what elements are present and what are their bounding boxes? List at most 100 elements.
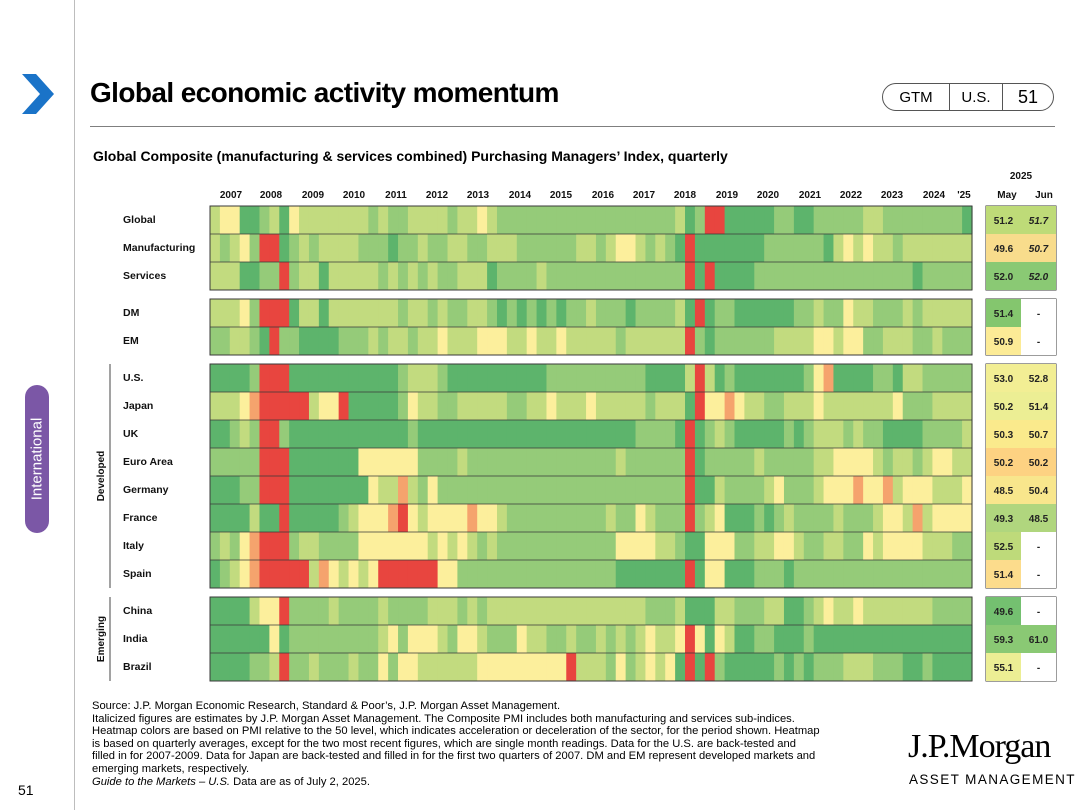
heatmap-cell (477, 262, 488, 290)
heatmap-cell (536, 625, 548, 653)
heatmap-cell (675, 392, 686, 420)
latest-may-value: 55.1 (994, 663, 1014, 674)
heatmap-cell (467, 206, 478, 234)
latest-may-value: 50.9 (994, 337, 1014, 348)
heatmap-cell (576, 448, 587, 476)
heatmap-cell (368, 262, 379, 290)
heatmap-cell (477, 392, 488, 420)
heatmap-cell (615, 327, 627, 355)
heatmap-cell (318, 420, 330, 448)
heatmap-cell (724, 597, 736, 625)
heatmap-cell (427, 504, 439, 532)
heatmap-cell (506, 299, 518, 327)
heatmap-cell (685, 420, 696, 448)
heatmap-cell (863, 364, 874, 392)
heatmap-cell (556, 448, 567, 476)
heatmap-cell (734, 327, 745, 355)
heatmap-cell (635, 206, 647, 234)
heatmap-cell (675, 476, 686, 504)
heatmap-cell (665, 299, 676, 327)
heatmap-cell (496, 364, 508, 392)
heatmap-cell (496, 392, 508, 420)
heatmap-cell (308, 299, 320, 327)
heatmap-cell (576, 420, 587, 448)
heatmap-cell (358, 299, 369, 327)
heatmap-cell (477, 560, 488, 588)
heatmap-cell (496, 327, 508, 355)
heatmap-cell (724, 476, 736, 504)
heatmap-cell (892, 327, 904, 355)
row-label: China (123, 605, 152, 617)
heatmap-cell (853, 392, 864, 420)
heatmap-cell (210, 262, 221, 290)
heatmap-cell (902, 364, 914, 392)
heatmap-cell (546, 448, 557, 476)
latest-jun-value: - (1037, 337, 1040, 348)
heatmap-cell (318, 597, 330, 625)
heatmap-cell (516, 560, 528, 588)
heatmap-cell (318, 262, 330, 290)
heatmap-cell (477, 504, 488, 532)
heatmap-cell (249, 234, 261, 262)
footnotes: Source: J.P. Morgan Economic Research, S… (92, 700, 897, 788)
heatmap-cell (922, 597, 934, 625)
heatmap-cell (358, 532, 369, 560)
heatmap-cell (813, 234, 825, 262)
heatmap-cell (259, 560, 270, 588)
heatmap-cell (942, 392, 953, 420)
heatmap-cell (249, 364, 261, 392)
heatmap-cell (586, 504, 597, 532)
heatmap-cell (536, 262, 548, 290)
heatmap-cell (873, 364, 884, 392)
heatmap-cell (704, 420, 716, 448)
heatmap-cell (239, 392, 251, 420)
heatmap-cell (526, 560, 538, 588)
section-tab[interactable]: International (25, 385, 49, 533)
heatmap-cell (882, 476, 894, 504)
heatmap-cell (724, 299, 736, 327)
heatmap-cell (902, 262, 914, 290)
heatmap-cell (526, 504, 538, 532)
heatmap-cell (576, 206, 587, 234)
heatmap-cell (398, 448, 409, 476)
heatmap-cell (427, 625, 439, 653)
heatmap-cell (586, 392, 597, 420)
heatmap-cell (685, 625, 696, 653)
heatmap-cell (546, 327, 557, 355)
latest-may-value: 52.5 (994, 542, 1014, 553)
heatmap-cell (556, 234, 567, 262)
heatmap-cell (566, 448, 577, 476)
heatmap-cell (239, 262, 251, 290)
heatmap-cell (774, 625, 785, 653)
heatmap-cell (595, 653, 607, 681)
year-tick-label: 2022 (840, 190, 863, 201)
heatmap-cell (239, 234, 251, 262)
heatmap-cell (427, 299, 439, 327)
heatmap-cell (675, 625, 686, 653)
heatmap-cell (902, 597, 914, 625)
heatmap-cell (902, 206, 914, 234)
heatmap-cell (487, 206, 498, 234)
heatmap-cell (714, 625, 726, 653)
heatmap-cell (744, 392, 755, 420)
heatmap-cell (823, 476, 835, 504)
heatmap-cell (417, 262, 429, 290)
heatmap-cell (843, 299, 854, 327)
heatmap-cell (299, 299, 310, 327)
heatmap-cell (210, 206, 221, 234)
heatmap-cell (714, 597, 726, 625)
heatmap-cell (210, 420, 221, 448)
row-label: Global (123, 214, 156, 226)
year-tick-label: 2014 (509, 190, 532, 201)
heatmap-cell (210, 532, 221, 560)
heatmap-cell (516, 327, 528, 355)
heatmap-cell (734, 448, 745, 476)
heatmap-cell (615, 653, 627, 681)
heatmap-cell (912, 392, 924, 420)
heatmap-cell (437, 476, 449, 504)
heatmap-cell (299, 504, 310, 532)
heatmap-cell (249, 392, 261, 420)
heatmap-cell (457, 448, 468, 476)
heatmap-cell (546, 206, 557, 234)
heatmap-cell (308, 327, 320, 355)
